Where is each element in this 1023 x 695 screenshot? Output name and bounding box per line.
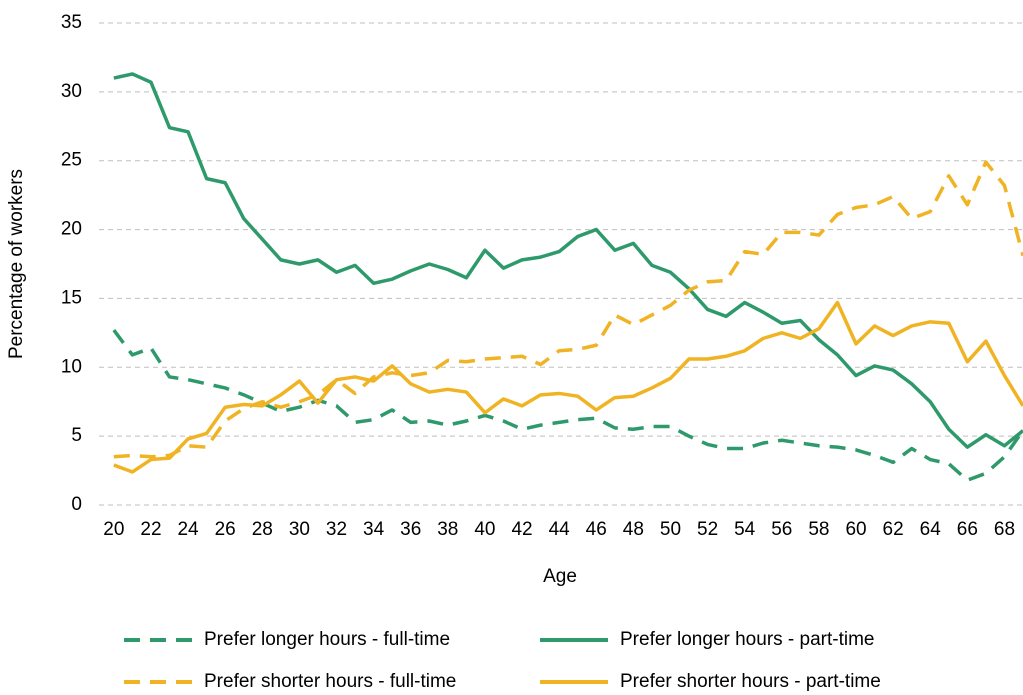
x-tick-label: 28 (252, 519, 273, 540)
y-tick-label: 5 (71, 425, 82, 446)
x-tick-label: 54 (734, 519, 756, 540)
y-axis-title: Percentage of workers (6, 169, 27, 359)
x-tick-label: 64 (920, 519, 942, 540)
x-tick-label: 56 (771, 519, 792, 540)
x-tick-label: 62 (883, 519, 904, 540)
series-line (113, 300, 1023, 474)
x-tick-label: 36 (400, 519, 421, 540)
x-tick-label: 32 (326, 519, 347, 540)
y-tick-label: 30 (61, 81, 82, 102)
y-tick-label: 35 (61, 12, 82, 33)
x-tick-label: 30 (289, 519, 310, 540)
x-tick-label: 50 (660, 519, 681, 540)
x-tick-label: 66 (957, 519, 978, 540)
x-tick-label: 48 (623, 519, 644, 540)
y-tick-label: 0 (71, 494, 82, 515)
x-tick-label: 34 (363, 519, 385, 540)
series-line (113, 160, 1023, 459)
y-tick-label: 25 (61, 150, 82, 171)
legend-label: Prefer longer hours - full-time (204, 629, 450, 650)
y-tick-label: 20 (61, 219, 82, 240)
legend-label: Prefer shorter hours - full-time (204, 671, 456, 692)
y-tick-label: 15 (61, 287, 82, 308)
x-tick-label: 68 (994, 519, 1015, 540)
x-tick-label: 26 (215, 519, 236, 540)
x-tick-label: 42 (511, 519, 532, 540)
legend-label: Prefer shorter hours - part-time (620, 671, 881, 692)
series-line (113, 72, 1023, 449)
x-axis-title: Age (543, 566, 577, 587)
x-tick-label: 24 (177, 519, 199, 540)
y-tick-label: 10 (61, 356, 82, 377)
x-tick-label: 60 (845, 519, 866, 540)
x-tick-label: 52 (697, 519, 718, 540)
x-tick-label: 58 (808, 519, 829, 540)
x-tick-label: 22 (140, 519, 161, 540)
x-tick-label: 38 (437, 519, 458, 540)
x-tick-label: 20 (103, 519, 124, 540)
x-tick-label: 40 (474, 519, 495, 540)
x-tick-label: 44 (549, 519, 571, 540)
legend-label: Prefer longer hours - part-time (620, 629, 875, 650)
x-tick-label: 46 (586, 519, 607, 540)
